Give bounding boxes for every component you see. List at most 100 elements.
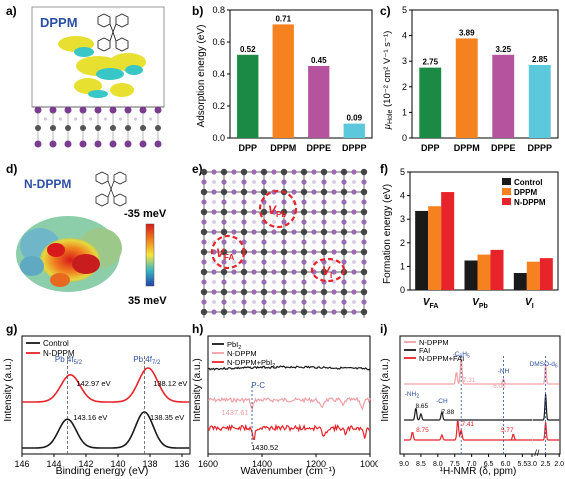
label-pb-4f72: Pb 4f7/2 — [133, 355, 161, 366]
chart-f: Formation energy (eV) 0 1 2 3 4 5 VFA VPb VI Cont… — [382, 167, 559, 310]
atom-pb — [200, 308, 208, 316]
atom-pb — [280, 208, 288, 216]
atom-pb — [340, 168, 348, 176]
atom-fa — [232, 180, 236, 184]
y-tick-label: 3 — [400, 214, 405, 224]
atom-i — [201, 299, 207, 305]
atom-pb — [280, 168, 288, 176]
atom-fa — [272, 260, 276, 264]
label-7-41: 7.41 — [461, 421, 474, 428]
atom-i — [301, 299, 307, 305]
atom-i — [261, 239, 267, 245]
atom-pb — [260, 228, 268, 236]
atom-fa — [148, 117, 153, 121]
bar-dppm — [428, 206, 442, 290]
atom-i — [139, 106, 147, 114]
atom-fa — [352, 180, 356, 184]
atom-fa — [212, 220, 216, 224]
atom-i — [311, 209, 317, 215]
legend-swatch — [502, 198, 511, 205]
atom-pb — [260, 288, 268, 296]
atom-fa — [252, 260, 256, 264]
atom-fa — [43, 117, 48, 121]
atom-i — [341, 299, 347, 305]
atom-i — [241, 219, 247, 225]
atom-i — [361, 259, 367, 265]
atom-fa — [252, 200, 256, 204]
atom-i — [231, 189, 237, 195]
atom-i — [154, 106, 162, 114]
x-tick-label: 146 — [14, 459, 29, 469]
vacancy-i-circle — [310, 257, 346, 283]
bar-value-label: 0.52 — [240, 45, 256, 54]
atom-pb — [340, 308, 348, 316]
atom-pb — [65, 125, 71, 131]
label-c6h5: -C6H5 — [453, 351, 470, 360]
atom-pb — [35, 125, 41, 131]
legend-label: PbI2 — [227, 340, 241, 351]
atom-fa — [212, 200, 216, 204]
line-n-dppm — [207, 396, 371, 411]
vacancy-fa-circle — [210, 234, 246, 270]
atom-i — [261, 299, 267, 305]
atom-i — [281, 219, 287, 225]
bar-n-dppm — [441, 192, 455, 290]
x-tick-label: DPPP — [527, 143, 552, 153]
atom-i — [241, 299, 247, 305]
atom-i — [321, 299, 327, 305]
atom-pb — [360, 168, 368, 176]
legend-label: FAI — [419, 346, 430, 355]
atom-pb — [280, 308, 288, 316]
x-tick-label: 3.0 — [527, 461, 537, 468]
atom-i — [321, 179, 327, 185]
label-8-75: 8.75 — [416, 427, 429, 434]
atom-i — [351, 189, 357, 195]
atom-i — [261, 179, 267, 185]
line-n-dppm — [22, 367, 190, 403]
atom-i — [351, 209, 357, 215]
slab-atoms — [34, 106, 162, 148]
atom-fa — [232, 200, 236, 204]
atom-pb — [300, 268, 308, 276]
x-tick-label: 1400 — [252, 459, 272, 469]
atom-fa — [252, 180, 256, 184]
atom-pb — [260, 248, 268, 256]
atom-i — [261, 259, 267, 265]
atom-pb — [360, 228, 368, 236]
chart-g-ylabel: Intensity (a.u.) — [3, 358, 14, 421]
atom-i — [221, 199, 227, 205]
atom-i — [124, 106, 132, 114]
atom-pb — [95, 125, 101, 131]
atom-pb — [220, 308, 228, 316]
atom-fa — [272, 180, 276, 184]
atom-i — [251, 249, 257, 255]
atom-i — [251, 209, 257, 215]
legend-label: N-DPPM — [419, 338, 449, 347]
chart-b: Adsorption energy (eV) 0.0 0.2 0.4 0.6 0.8 0.… — [196, 5, 373, 153]
panel-label-e: e) — [192, 162, 203, 176]
plot-frame — [207, 335, 371, 455]
atom-pb — [220, 188, 228, 196]
atom-pb — [200, 188, 208, 196]
atom-pb — [200, 168, 208, 176]
atom-i — [331, 209, 337, 215]
atom-i — [211, 289, 217, 295]
atom-fa — [332, 180, 336, 184]
atom-i — [241, 179, 247, 185]
atom-i — [201, 219, 207, 225]
y-tick-label: 2 — [400, 238, 405, 248]
atom-i — [311, 229, 317, 235]
atom-i — [301, 219, 307, 225]
y-tick-label: 0.0 — [212, 133, 225, 143]
x-tick-label: 9.0 — [399, 461, 409, 468]
label-v-i: VI — [322, 264, 332, 280]
panel-a-title: DPPM — [40, 15, 78, 30]
atom-i — [301, 239, 307, 245]
atom-i — [109, 106, 117, 114]
atom-pb — [300, 188, 308, 196]
atom-pb — [320, 168, 328, 176]
atom-fa — [292, 240, 296, 244]
legend-swatch — [502, 178, 511, 185]
atom-i — [109, 140, 117, 148]
atom-pb — [260, 168, 268, 176]
